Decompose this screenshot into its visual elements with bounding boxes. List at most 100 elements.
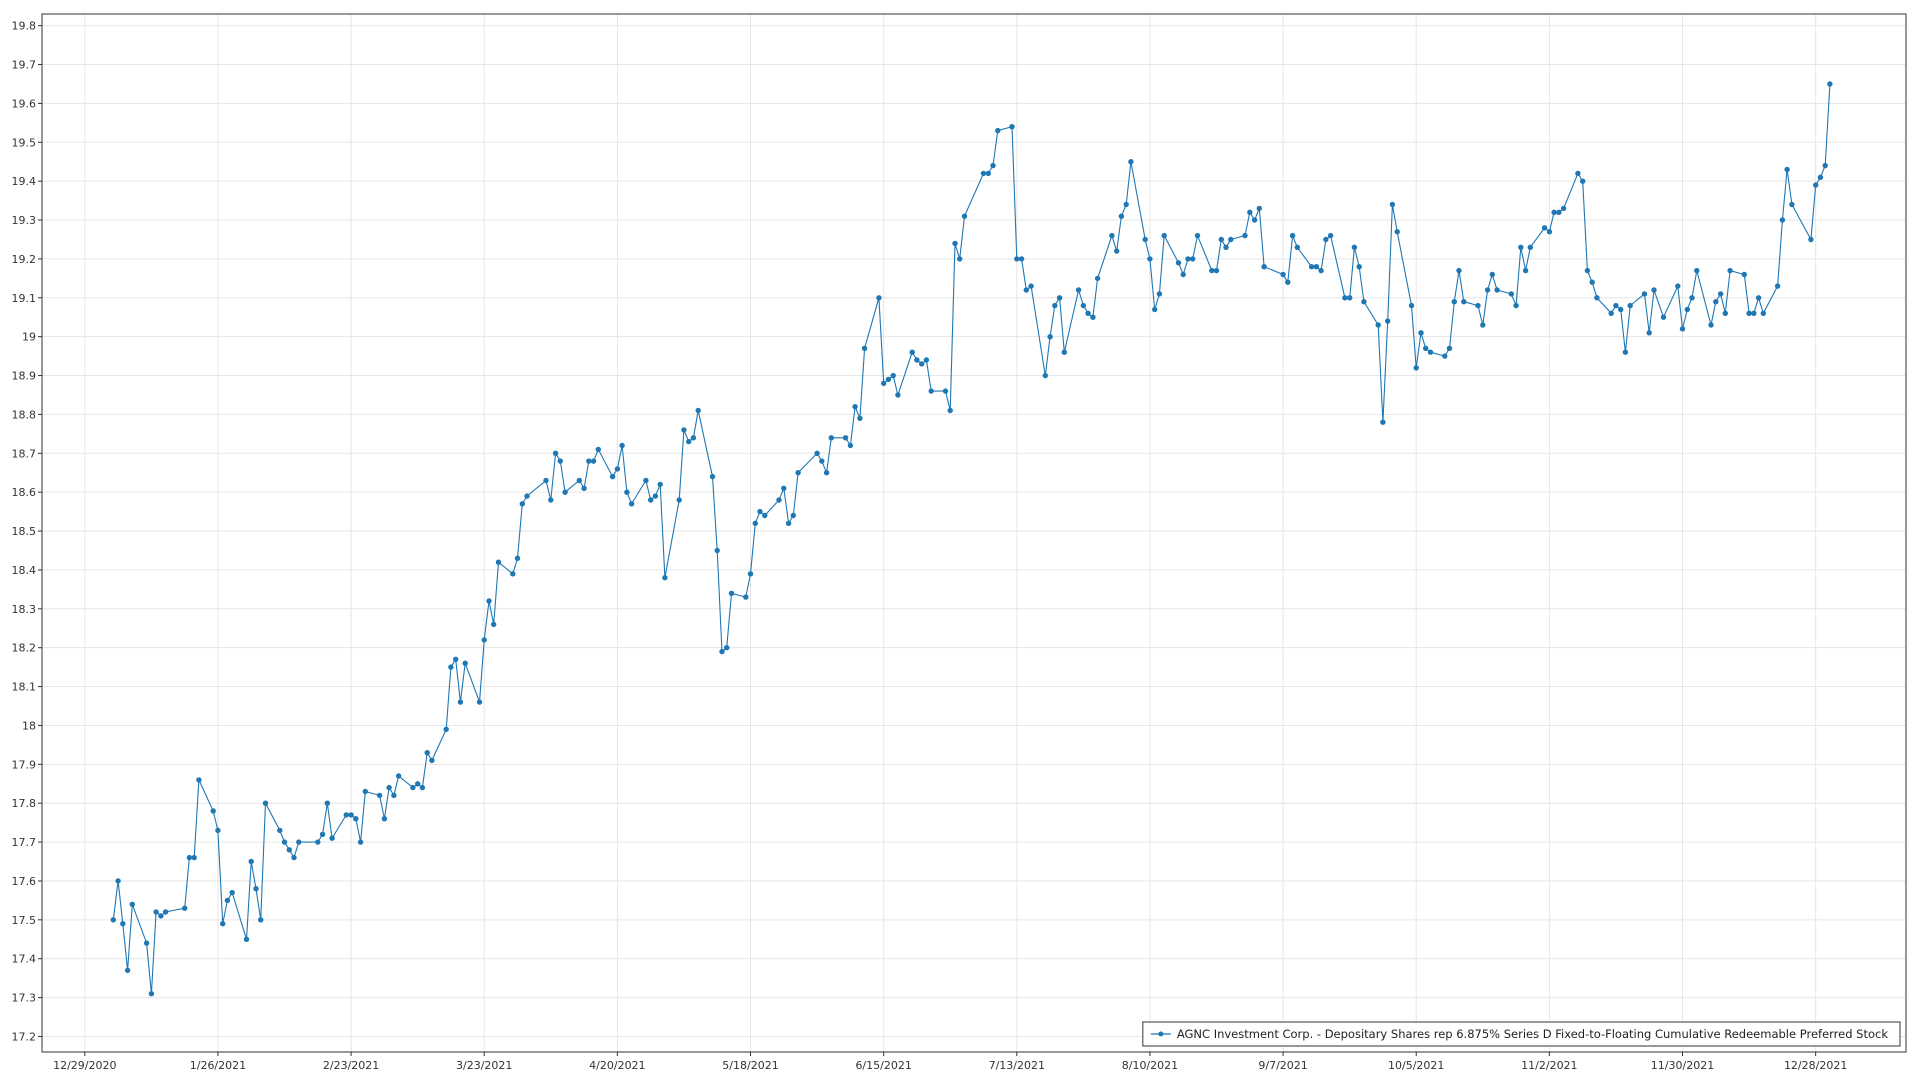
data-point[interactable] <box>552 450 559 456</box>
data-point[interactable] <box>909 349 915 355</box>
data-point[interactable] <box>1475 302 1481 309</box>
data-point[interactable] <box>453 656 459 662</box>
data-point[interactable] <box>1741 271 1748 278</box>
data-point[interactable] <box>1213 267 1220 274</box>
data-point[interactable] <box>129 901 135 907</box>
data-point[interactable] <box>1480 322 1486 328</box>
legend[interactable]: AGNC Investment Corp. - Depositary Share… <box>1142 1021 1901 1047</box>
data-point[interactable] <box>1114 248 1120 254</box>
data-point[interactable] <box>486 598 492 604</box>
data-point[interactable] <box>643 477 649 484</box>
data-point[interactable] <box>1389 201 1396 208</box>
data-point[interactable] <box>895 392 901 398</box>
data-point[interactable] <box>847 442 854 449</box>
data-point[interactable] <box>952 240 958 247</box>
data-point[interactable] <box>881 380 887 386</box>
data-point[interactable] <box>1342 295 1348 301</box>
data-point[interactable] <box>1323 236 1329 243</box>
data-point[interactable] <box>210 808 216 814</box>
data-point[interactable] <box>381 816 388 822</box>
data-point[interactable] <box>557 458 563 464</box>
data-point[interactable] <box>1289 232 1296 239</box>
data-point[interactable] <box>752 520 758 526</box>
data-point[interactable] <box>885 376 892 383</box>
data-point[interactable] <box>324 800 330 806</box>
data-point[interactable] <box>1018 256 1025 262</box>
data-point[interactable] <box>1075 287 1082 293</box>
data-point[interactable] <box>1660 314 1667 320</box>
data-point[interactable] <box>1789 201 1795 208</box>
data-point[interactable] <box>357 839 364 845</box>
data-point[interactable] <box>1522 267 1529 274</box>
data-point[interactable] <box>1580 178 1586 184</box>
data-point[interactable] <box>1223 244 1229 250</box>
data-point[interactable] <box>828 435 834 441</box>
data-point[interactable] <box>1094 275 1101 282</box>
data-point[interactable] <box>1180 271 1186 278</box>
data-point[interactable] <box>1513 302 1519 309</box>
data-point[interactable] <box>995 127 1001 134</box>
data-point[interactable] <box>1589 279 1595 285</box>
data-point[interactable] <box>353 816 359 822</box>
data-point[interactable] <box>795 470 801 476</box>
data-point[interactable] <box>581 485 587 491</box>
data-point[interactable] <box>158 913 164 919</box>
data-point[interactable] <box>476 699 483 705</box>
data-point[interactable] <box>1380 419 1386 425</box>
data-point[interactable] <box>1356 264 1362 270</box>
data-point[interactable] <box>510 571 516 577</box>
data-point[interactable] <box>1251 217 1258 223</box>
data-point[interactable] <box>923 357 930 363</box>
data-point[interactable] <box>448 664 454 670</box>
data-point[interactable] <box>1727 267 1733 274</box>
data-point[interactable] <box>1627 302 1633 309</box>
data-point[interactable] <box>724 645 730 651</box>
data-point[interactable] <box>348 812 354 818</box>
data-point[interactable] <box>1042 372 1049 379</box>
data-point[interactable] <box>1009 124 1015 130</box>
data-point[interactable] <box>1584 267 1591 274</box>
data-point[interactable] <box>942 388 949 394</box>
data-point[interactable] <box>1047 334 1053 340</box>
data-point[interactable] <box>143 940 150 946</box>
data-point[interactable] <box>690 435 697 441</box>
data-point[interactable] <box>124 967 131 974</box>
data-point[interactable] <box>790 512 796 519</box>
data-point[interactable] <box>1760 310 1767 316</box>
data-point[interactable] <box>1494 287 1500 293</box>
data-point[interactable] <box>957 256 963 262</box>
data-point[interactable] <box>491 621 497 628</box>
data-point[interactable] <box>424 750 430 756</box>
data-point[interactable] <box>1518 244 1524 250</box>
data-point[interactable] <box>1175 260 1182 266</box>
data-point[interactable] <box>619 442 625 449</box>
data-point[interactable] <box>248 858 254 865</box>
data-point[interactable] <box>215 827 221 834</box>
data-point[interactable] <box>1779 217 1786 223</box>
data-point[interactable] <box>1294 244 1301 250</box>
data-point[interactable] <box>1014 256 1020 262</box>
data-point[interactable] <box>224 897 231 904</box>
data-point[interactable] <box>162 909 169 915</box>
data-point[interactable] <box>1541 225 1548 231</box>
data-point[interactable] <box>743 594 749 600</box>
data-point[interactable] <box>443 726 449 732</box>
data-point[interactable] <box>1751 310 1757 316</box>
data-point[interactable] <box>1641 291 1648 297</box>
data-point[interactable] <box>662 575 668 581</box>
data-point[interactable] <box>1413 365 1419 371</box>
data-point[interactable] <box>1242 232 1248 239</box>
data-point[interactable] <box>262 800 269 806</box>
data-point[interactable] <box>1713 299 1719 305</box>
data-point[interactable] <box>1218 236 1225 243</box>
data-point[interactable] <box>1285 279 1291 285</box>
data-point[interactable] <box>548 497 554 503</box>
data-point[interactable] <box>776 497 782 503</box>
data-point[interactable] <box>1327 232 1334 239</box>
data-point[interactable] <box>386 784 392 791</box>
data-point[interactable] <box>1118 213 1125 219</box>
data-point[interactable] <box>1385 318 1391 324</box>
data-point[interactable] <box>1161 232 1167 239</box>
data-point[interactable] <box>1308 264 1315 270</box>
data-point[interactable] <box>980 170 987 177</box>
